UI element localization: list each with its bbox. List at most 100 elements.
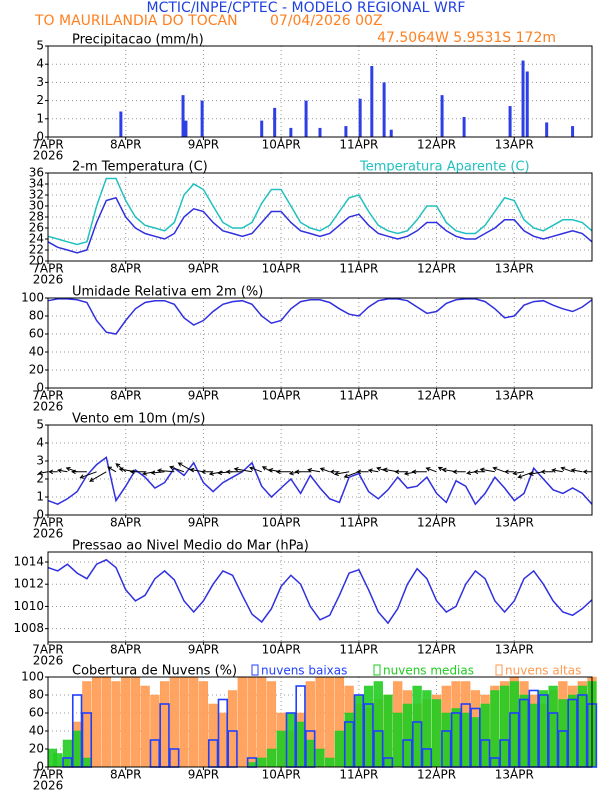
x-tick-label: 12APR xyxy=(417,262,456,276)
x-tick-label: 8APR xyxy=(110,138,141,152)
cloud-bar xyxy=(529,703,539,768)
x-tick-label: 9APR xyxy=(188,768,219,782)
x-tick-label: 11APR xyxy=(339,643,378,657)
x-tick-label: 10APR xyxy=(262,643,301,657)
data-line xyxy=(47,196,593,254)
cloud-bar xyxy=(208,703,218,768)
y-tick-label: 80 xyxy=(29,688,44,702)
cloud-bar xyxy=(189,676,199,768)
x-tick-label: 10APR xyxy=(262,516,301,530)
x-tick-label: 8APR xyxy=(110,643,141,657)
y-tick-label: 0 xyxy=(36,381,44,395)
legend-swatch xyxy=(495,664,503,676)
wind-arrow xyxy=(492,466,505,473)
cloud-bar xyxy=(62,739,73,768)
x-tick-label: 13APR xyxy=(495,643,534,657)
wind-arrow xyxy=(169,465,185,473)
data-line xyxy=(47,456,593,506)
x-tick-label: 10APR xyxy=(262,262,301,276)
y-tick-label: 60 xyxy=(29,706,44,720)
x-tick-label: 8APR xyxy=(110,768,141,782)
wind-arrow xyxy=(452,469,466,475)
precip-bar xyxy=(462,116,466,137)
series-title: Temperatura Aparente (C) xyxy=(359,160,530,175)
precip-bar xyxy=(370,66,374,137)
x-tick-year: 2026 xyxy=(33,400,64,414)
cloud-bar xyxy=(499,685,510,768)
legend-label: nuvens medias xyxy=(383,664,474,678)
cloud-bar xyxy=(295,721,306,768)
wind-arrow xyxy=(570,468,583,473)
wind-arrow xyxy=(528,471,544,476)
y-tick-label: 1 xyxy=(36,111,44,125)
cloud-bar xyxy=(72,730,82,768)
precip-bar xyxy=(119,111,123,137)
y-tick-label: 40 xyxy=(29,345,44,359)
cloud-bar xyxy=(121,676,131,768)
wind-arrow xyxy=(89,471,107,482)
x-tick-year: 2026 xyxy=(33,527,64,541)
y-tick-label: 0 xyxy=(36,760,44,774)
cloud-bar xyxy=(354,694,364,768)
cloud-bar xyxy=(179,676,189,768)
x-tick-label: 12APR xyxy=(417,516,456,530)
x-tick-label: 12APR xyxy=(417,389,456,403)
precip-bar xyxy=(304,100,308,137)
y-tick-label: 28 xyxy=(29,210,44,224)
precip-bar xyxy=(571,126,575,137)
wind-arrow xyxy=(394,469,408,475)
panel-frame xyxy=(47,45,593,138)
cloud-bar xyxy=(431,699,442,768)
wind-arrow xyxy=(540,469,554,475)
y-tick-label: 100 xyxy=(21,670,44,684)
x-tick-label: 10APR xyxy=(262,389,301,403)
panel-frame xyxy=(47,676,593,768)
wind-arrow xyxy=(275,469,291,475)
wind-arrow xyxy=(512,470,525,476)
wind-arrow xyxy=(560,466,573,473)
cloud-bar xyxy=(130,676,141,768)
cloud-bar xyxy=(305,739,315,768)
wind-arrow xyxy=(115,463,127,473)
y-tick-label: 0 xyxy=(36,508,44,522)
cloud-bar xyxy=(150,694,160,768)
x-tick-label: 7APR xyxy=(32,389,63,403)
x-tick-label: 13APR xyxy=(495,138,534,152)
wind-arrow xyxy=(367,468,379,474)
cloud-bar xyxy=(159,681,170,768)
cloud-bar xyxy=(237,676,247,768)
wind-arrow xyxy=(56,468,68,474)
x-tick-label: 11APR xyxy=(339,516,378,530)
cloud-bar xyxy=(441,712,451,768)
legend-swatch xyxy=(251,664,259,676)
x-tick-label: 10APR xyxy=(262,138,301,152)
cloud-bar xyxy=(325,676,335,768)
x-tick-label: 13APR xyxy=(495,768,534,782)
x-tick-label: 7APR xyxy=(32,262,63,276)
wind-arrow xyxy=(156,468,175,474)
cloud-bar xyxy=(402,703,413,768)
x-tick-label: 11APR xyxy=(339,262,378,276)
panel-title: Vento em 10m (m/s) xyxy=(72,412,205,427)
x-tick-label: 13APR xyxy=(495,389,534,403)
wind-arrow xyxy=(208,471,223,476)
y-tick-label: 80 xyxy=(29,309,44,323)
wind-arrow xyxy=(307,467,321,473)
wind-arrow xyxy=(479,467,495,473)
x-tick-year: 2026 xyxy=(33,654,64,668)
y-tick-label: 32 xyxy=(29,188,44,202)
y-tick-label: 24 xyxy=(29,232,44,246)
x-tick-label: 12APR xyxy=(417,138,456,152)
cloud-bar xyxy=(227,690,238,768)
precip-bar xyxy=(273,107,277,137)
cloud-bar xyxy=(82,757,92,768)
wind-arrow xyxy=(71,469,87,475)
cloud-bar xyxy=(412,685,422,768)
wind-arrow xyxy=(65,466,78,473)
y-tick-label: 20 xyxy=(29,742,44,756)
panel-frame xyxy=(47,297,593,389)
panel-frame xyxy=(47,424,593,516)
wind-arrow xyxy=(343,471,360,479)
y-tick-label: 100 xyxy=(21,291,44,305)
cloud-bar xyxy=(218,712,228,768)
